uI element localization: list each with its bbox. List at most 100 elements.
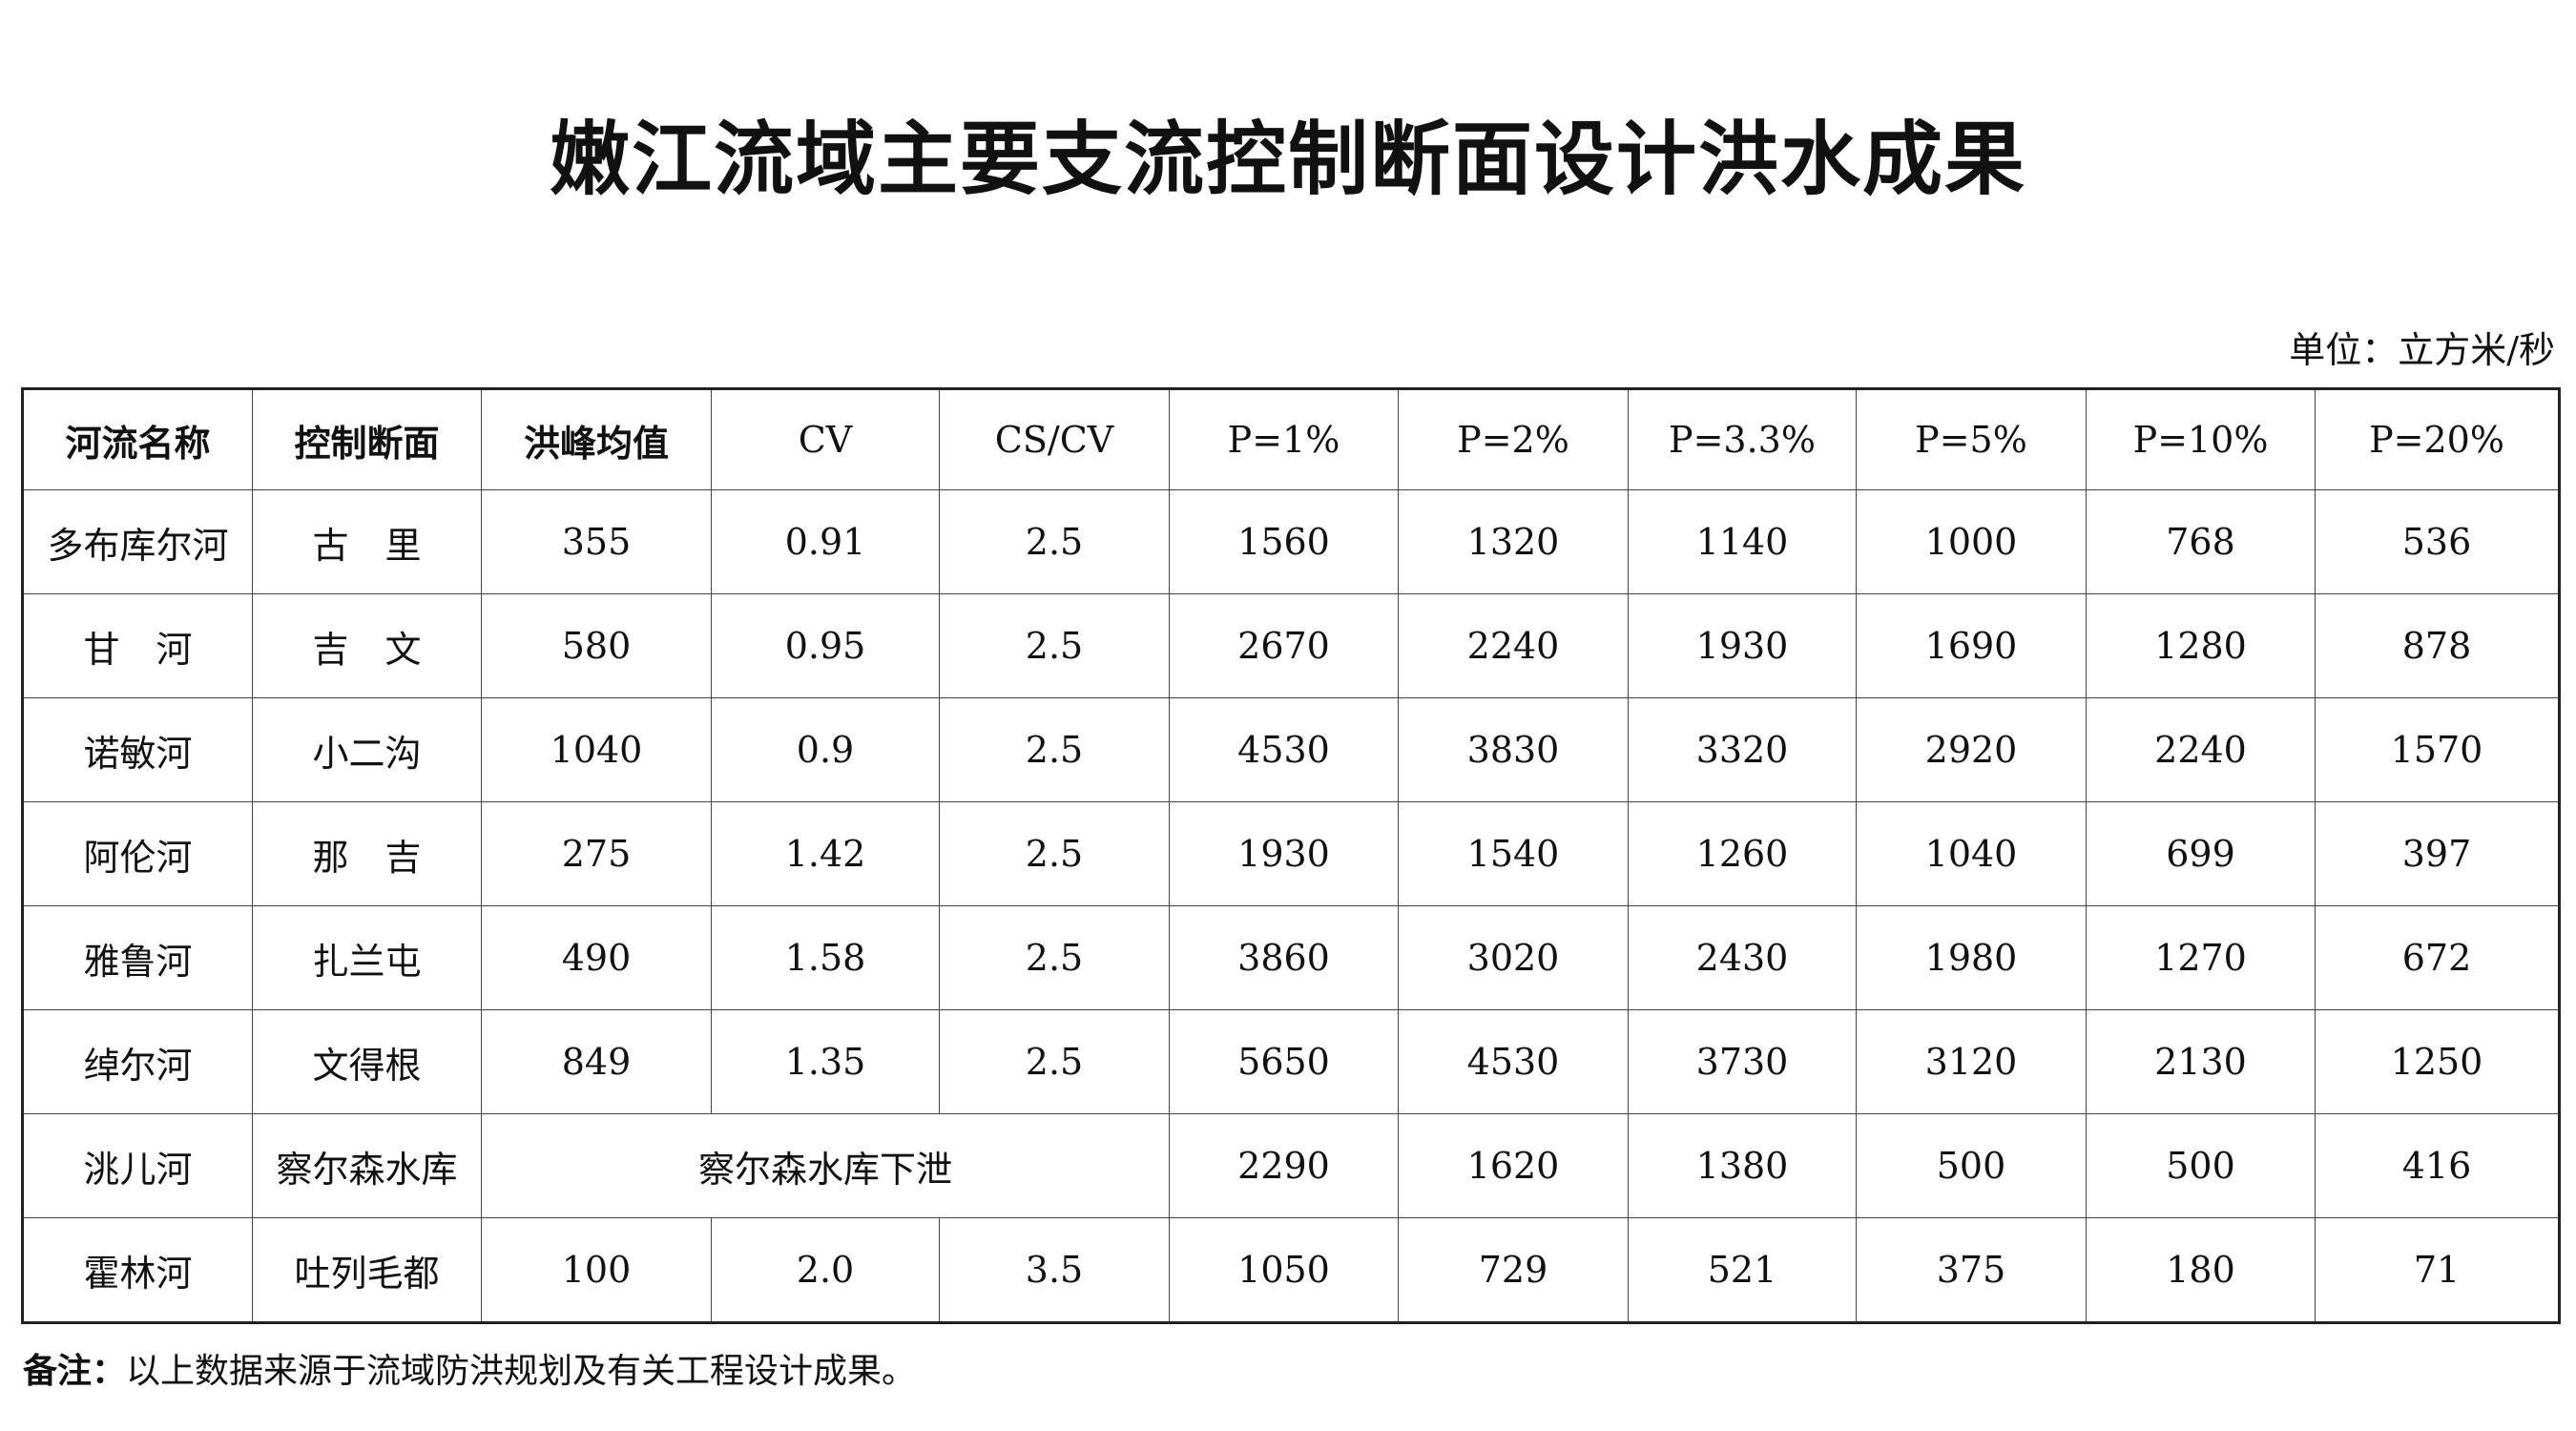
- table-cell: 1250: [2315, 1009, 2560, 1114]
- table-cell: 5650: [1169, 1009, 1399, 1114]
- table-cell: 绰尔河: [22, 1009, 253, 1114]
- table-cell: 那 吉: [252, 801, 482, 906]
- table-cell: 536: [2315, 489, 2560, 594]
- table-cell: 355: [481, 489, 712, 594]
- table-cell: 3730: [1628, 1009, 1857, 1114]
- table-cell: 397: [2315, 801, 2560, 906]
- table-cell: 霍林河: [22, 1217, 253, 1323]
- table-cell: 2.5: [939, 801, 1170, 906]
- table-row: 甘 河吉 文 580 0.95 2.5 2670 2240 1930 1690 1280 878: [22, 593, 2560, 698]
- table-cell: 0.95: [711, 593, 940, 698]
- table-cell: 1.42: [711, 801, 940, 906]
- table-cell: 1560: [1169, 489, 1399, 594]
- table-cell: 1690: [1856, 593, 2087, 698]
- table-cell: 3020: [1398, 905, 1629, 1010]
- table-cell: 490: [481, 905, 712, 1010]
- table-cell: 1140: [1628, 489, 1857, 594]
- table-cell: 小二沟: [252, 697, 482, 802]
- table-cell: 1620: [1398, 1113, 1629, 1218]
- table-cell: 3860: [1169, 905, 1399, 1010]
- table-cell: 1380: [1628, 1113, 1857, 1218]
- table-cell: 1260: [1628, 801, 1857, 906]
- table-cell: 吐列毛都: [252, 1217, 482, 1323]
- table-cell: 阿伦河: [22, 801, 253, 906]
- table-cell: 849: [481, 1009, 712, 1114]
- table-cell: 2.5: [939, 593, 1170, 698]
- table-cell: 2.5: [939, 697, 1170, 802]
- table-row: 阿伦河那 吉 275 1.42 2.5 1930 1540 1260 1040 699 397: [22, 801, 2560, 906]
- column-header: P=20%: [2315, 388, 2560, 490]
- table-cell: 诺敏河: [22, 697, 253, 802]
- table-cell: 多布库尔河: [22, 489, 253, 594]
- table-row: 霍林河 吐列毛都 100 2.0 3.5 1050 729 521 375 180 71: [22, 1217, 2560, 1323]
- table-cell: 1.58: [711, 905, 940, 1010]
- table-cell: 672: [2315, 905, 2560, 1010]
- table-cell: 1980: [1856, 905, 2087, 1010]
- table-cell: 2670: [1169, 593, 1399, 698]
- table-cell: 1320: [1398, 489, 1629, 594]
- table-cell: 1270: [2086, 905, 2316, 1010]
- table-row: 绰尔河 文得根 849 1.35 2.5 5650 4530 3730 3120 2130 1250: [22, 1009, 2560, 1114]
- table-cell: 1040: [481, 697, 712, 802]
- column-header: P=10%: [2086, 388, 2316, 490]
- column-header: 洪峰均值: [481, 388, 712, 490]
- table-cell: 1040: [1856, 801, 2087, 906]
- table-row: 洮儿河 察尔森水库 察尔森水库下泄 2290 1620 1380 500 500 416: [22, 1113, 2560, 1218]
- table-cell: 2240: [2086, 697, 2316, 802]
- table-cell: 416: [2315, 1113, 2560, 1218]
- table-cell: 699: [2086, 801, 2316, 906]
- column-header: P=1%: [1169, 388, 1399, 490]
- table-cell: 768: [2086, 489, 2316, 594]
- table-cell: 1930: [1628, 593, 1857, 698]
- table-cell: 521: [1628, 1217, 1857, 1323]
- flood-design-table: 河流名称 控制断面 洪峰均值 CV CS/CV P=1% P=2% P=3.3% P=5% P=1…: [21, 387, 2561, 1324]
- column-header: 河流名称: [22, 388, 253, 490]
- table-cell: 2.5: [939, 1009, 1170, 1114]
- table-cell: 0.9: [711, 697, 940, 802]
- table-cell: 878: [2315, 593, 2560, 698]
- table-cell: 2.0: [711, 1217, 940, 1323]
- header-row: 河流名称 控制断面 洪峰均值 CV CS/CV P=1% P=2% P=3.3% P=5% P=1…: [22, 388, 2560, 490]
- table-cell: 275: [481, 801, 712, 906]
- table-cell: 2.5: [939, 489, 1170, 594]
- merged-cell: 察尔森水库下泄: [481, 1113, 1170, 1218]
- table-cell: 2430: [1628, 905, 1857, 1010]
- table-cell: 4530: [1169, 697, 1399, 802]
- table-cell: 375: [1856, 1217, 2087, 1323]
- table-cell: 100: [481, 1217, 712, 1323]
- table-cell: 4530: [1398, 1009, 1629, 1114]
- table-cell: 2240: [1398, 593, 1629, 698]
- table-row: 诺敏河 小二沟 1040 0.9 2.5 4530 3830 3320 2920 2240 1570: [22, 697, 2560, 802]
- table-cell: 1540: [1398, 801, 1629, 906]
- table-cell: 1.35: [711, 1009, 940, 1114]
- table-cell: 1570: [2315, 697, 2560, 802]
- unit-label: 单位：立方米/秒: [2289, 329, 2555, 371]
- table-cell: 吉 文: [252, 593, 482, 698]
- table-cell: 古 里: [252, 489, 482, 594]
- table-cell: 3830: [1398, 697, 1629, 802]
- column-header: P=3.3%: [1628, 388, 1857, 490]
- table-cell: 2920: [1856, 697, 2087, 802]
- table-cell: 500: [2086, 1113, 2316, 1218]
- table-cell: 洮儿河: [22, 1113, 253, 1218]
- table-cell: 1000: [1856, 489, 2087, 594]
- footnote-label: 备注：: [23, 1351, 127, 1391]
- footnote: 备注：以上数据来源于流域防洪规划及有关工程设计成果。: [23, 1343, 916, 1393]
- table-cell: 2290: [1169, 1113, 1399, 1218]
- page-title: 嫩江流域主要支流控制断面设计洪水成果: [549, 112, 2026, 206]
- table-cell: 729: [1398, 1217, 1629, 1323]
- table-cell: 1280: [2086, 593, 2316, 698]
- footnote-text: 以上数据来源于流域防洪规划及有关工程设计成果。: [126, 1352, 917, 1391]
- table-row: 多布库尔河古 里 355 0.91 2.5 1560 1320 1140 1000 768 536: [22, 489, 2560, 594]
- table-cell: 文得根: [252, 1009, 482, 1114]
- column-header: CS/CV: [939, 388, 1170, 490]
- table-cell: 扎兰屯: [252, 905, 482, 1010]
- column-header: CV: [711, 388, 940, 490]
- table-cell: 1930: [1169, 801, 1399, 906]
- table-cell: 0.91: [711, 489, 940, 594]
- table-cell: 500: [1856, 1113, 2087, 1218]
- table-cell: 2.5: [939, 905, 1170, 1010]
- table-cell: 71: [2315, 1217, 2560, 1323]
- table-cell: 察尔森水库: [252, 1113, 482, 1218]
- table-cell: 雅鲁河: [22, 905, 253, 1010]
